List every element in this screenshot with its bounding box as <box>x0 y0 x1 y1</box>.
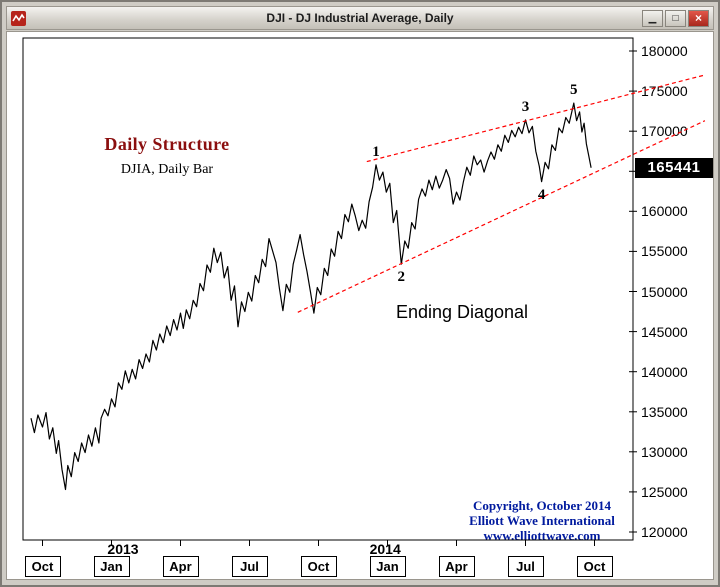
window-titlebar[interactable]: DJI - DJ Industrial Average, Daily ▁ □ × <box>6 6 714 30</box>
window-title: DJI - DJ Industrial Average, Daily <box>266 11 454 25</box>
maximize-button[interactable]: □ <box>665 9 686 27</box>
price-axis-label: 145000 <box>641 323 688 340</box>
price-axis-label: 155000 <box>641 243 688 260</box>
app-icon <box>11 10 26 26</box>
minimize-button[interactable]: ▁ <box>642 9 663 27</box>
price-axis-label: 130000 <box>641 443 688 460</box>
close-button[interactable]: × <box>688 9 709 27</box>
month-axis-label: Oct <box>300 556 337 577</box>
window-controls: ▁ □ × <box>642 9 709 27</box>
month-axis-label: Apr <box>162 556 199 577</box>
price-axis-label: 180000 <box>641 43 688 59</box>
month-axis-label: Apr <box>438 556 475 577</box>
chart-area: Daily Structure DJIA, Daily Bar Ending D… <box>6 31 714 580</box>
price-axis-label: 160000 <box>641 203 688 220</box>
price-axis-label: 175000 <box>641 83 688 100</box>
price-axis-label: 125000 <box>641 483 688 500</box>
year-axis-label: 2013 <box>107 541 139 557</box>
copyright-line-2: Elliott Wave International <box>469 513 615 528</box>
wave-label-2: 2 <box>397 269 406 286</box>
wave-label-1: 1 <box>372 143 380 160</box>
wave-label-5: 5 <box>570 82 578 99</box>
month-axis-label: Jul <box>231 556 268 577</box>
wave-label-4: 4 <box>537 186 546 203</box>
month-axis-label: Jan <box>369 556 406 577</box>
price-axis-label: 150000 <box>641 283 688 300</box>
structure-title-annotation: Daily Structure <box>104 134 230 154</box>
structure-subtitle-annotation: DJIA, Daily Bar <box>120 162 214 177</box>
month-axis-label: Jan <box>93 556 130 577</box>
wave-label-3: 3 <box>521 98 530 115</box>
price-axis-label: 170000 <box>641 123 688 140</box>
month-axis-label: Oct <box>576 556 613 577</box>
last-price-box: 165441 <box>635 157 713 178</box>
month-axis-label: Oct <box>24 556 61 577</box>
price-axis-label: 120000 <box>641 524 688 540</box>
copyright-block: Copyright, October 2014 Elliott Wave Int… <box>447 498 637 543</box>
copyright-line-3: www.elliottwave.com <box>483 528 601 543</box>
year-axis-label: 2014 <box>369 541 401 557</box>
price-axis-label: 140000 <box>641 363 688 380</box>
ending-diagonal-annotation: Ending Diagonal <box>395 302 529 322</box>
month-axis-label: Jul <box>507 556 544 577</box>
copyright-line-1: Copyright, October 2014 <box>472 498 612 513</box>
price-axis-label: 135000 <box>641 403 688 420</box>
